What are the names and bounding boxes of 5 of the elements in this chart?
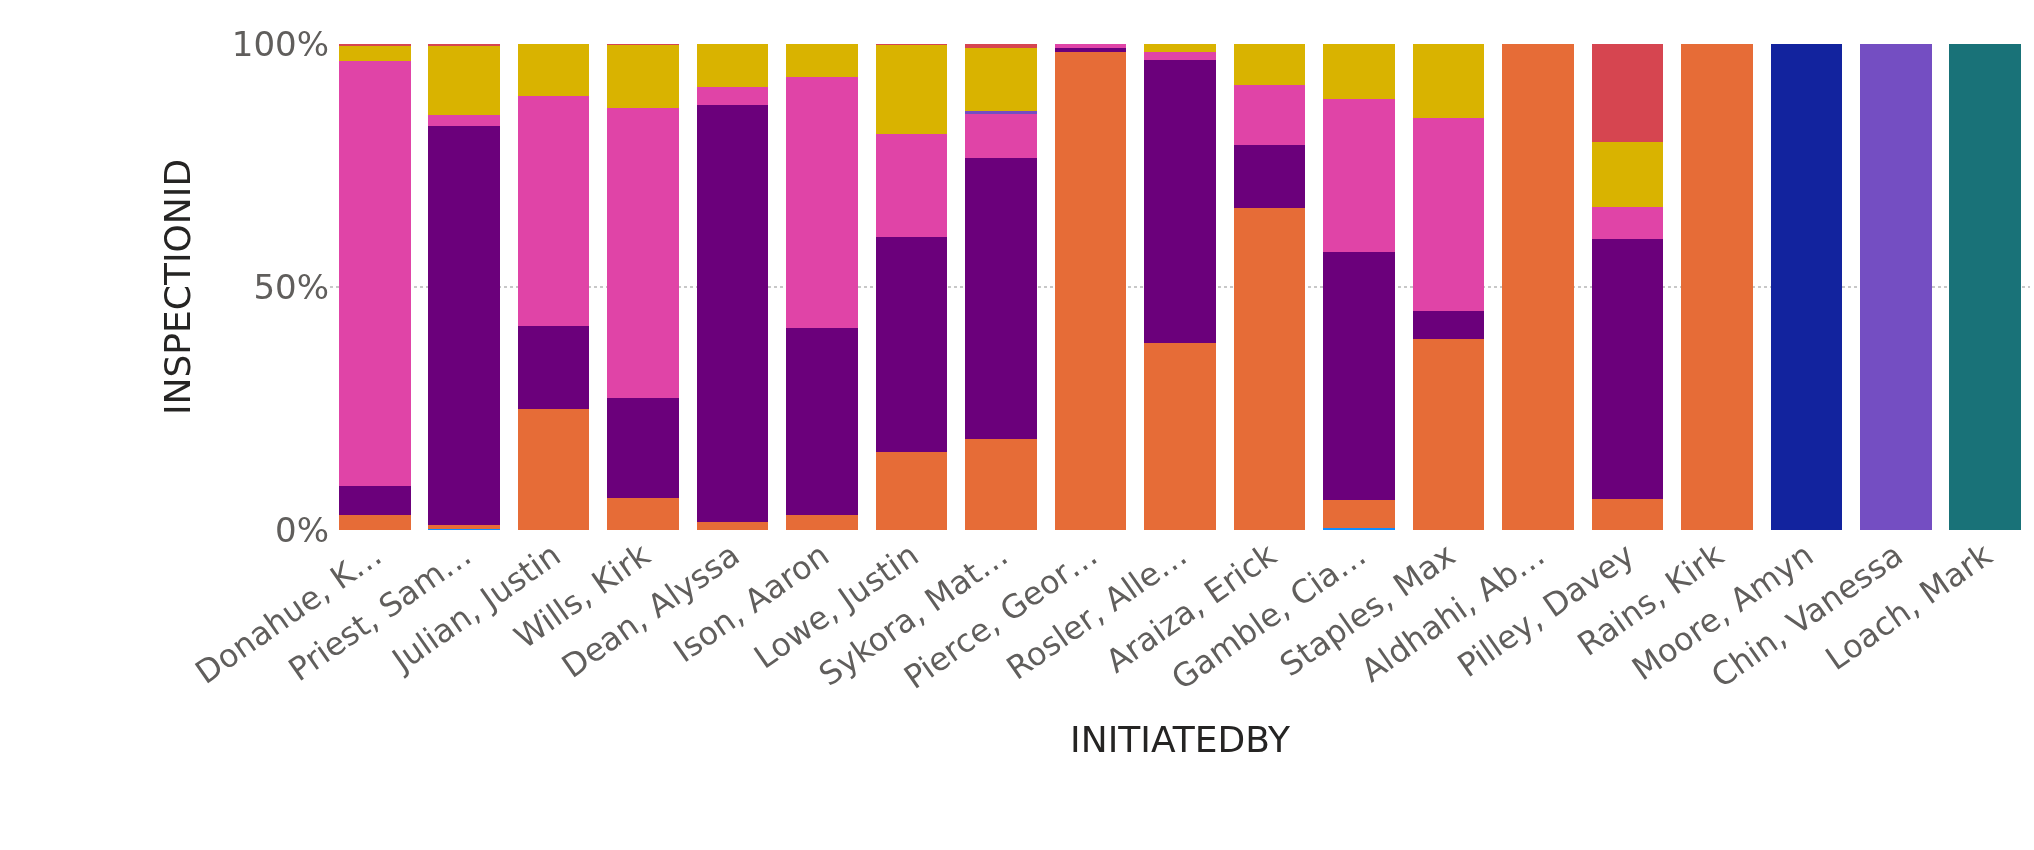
y-tick-label: 0%: [275, 509, 329, 550]
y-axis-title: INSPECTIONID: [156, 158, 198, 416]
y-tick-label: 100%: [231, 23, 329, 64]
x-axis-title: INITIATEDBY: [1070, 718, 1291, 760]
y-tick-label: 50%: [253, 266, 329, 307]
